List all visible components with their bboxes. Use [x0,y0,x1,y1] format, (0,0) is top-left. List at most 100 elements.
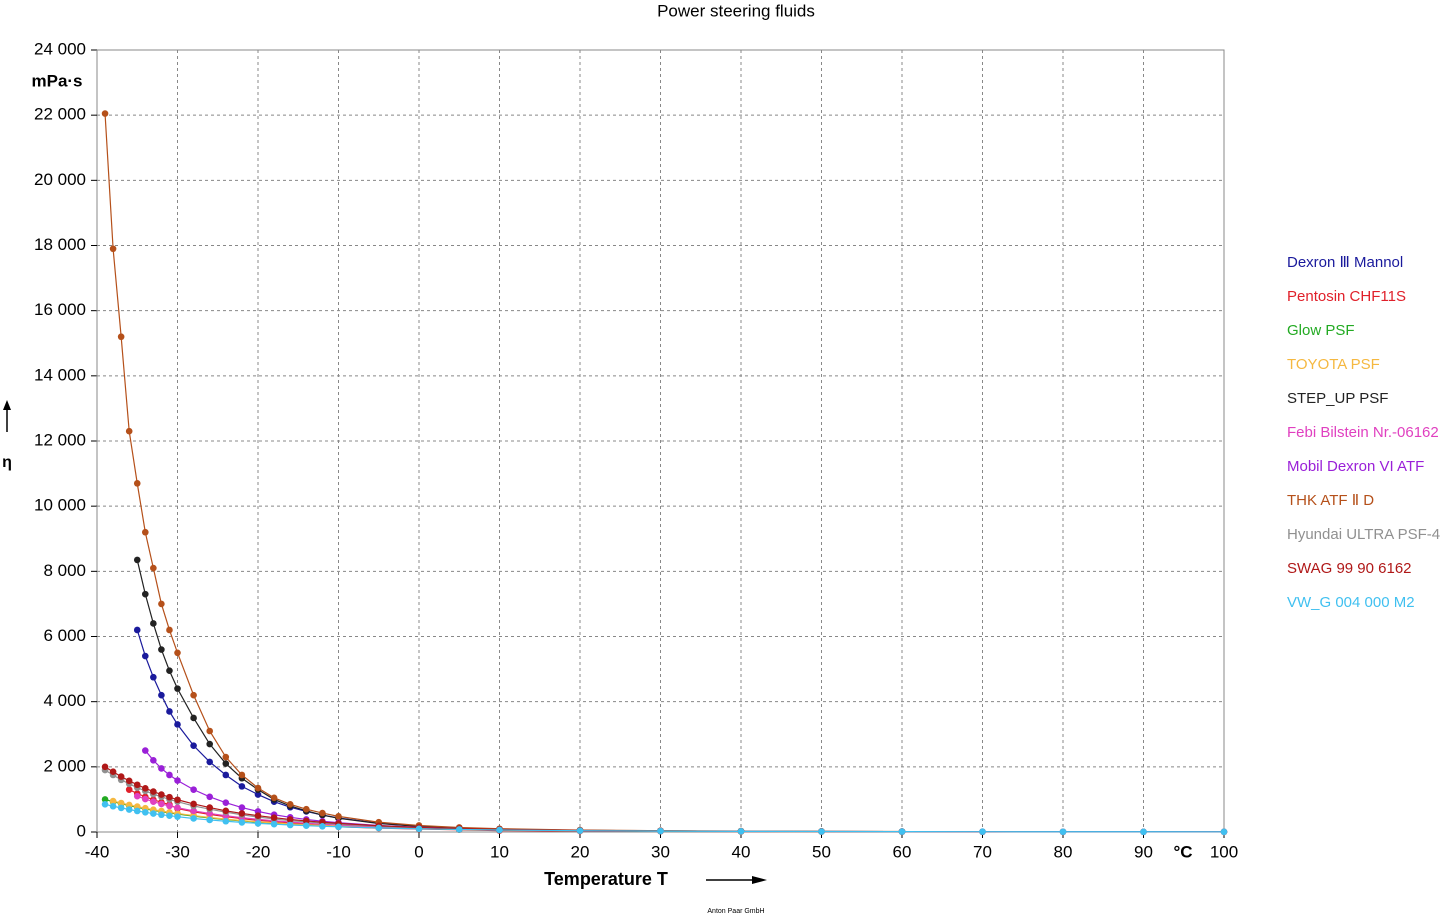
data-point [158,811,165,819]
data-point [117,799,125,807]
data-point [206,804,213,811]
y-tick-label: 18 000 [34,235,86,254]
x-tick-label: -20 [246,842,271,861]
x-tick-label: 90 [1134,842,1153,861]
data-point [303,805,310,813]
data-point [222,753,230,761]
data-point [125,777,133,785]
data-point [174,685,181,692]
x-arrow-head [752,876,767,884]
x-tick-label: 0 [414,842,423,861]
data-point [166,793,173,801]
legend-entry: VW_G 004 000 M2 [1287,594,1415,611]
data-point [238,804,246,811]
x-tick-label: -40 [85,842,110,861]
data-point [117,333,125,341]
data-point [109,768,117,776]
series [133,556,745,835]
data-point [158,765,165,772]
x-tick-label: 20 [571,842,590,861]
data-point [142,528,149,536]
data-point [158,646,165,653]
data-point [166,626,173,634]
data-point [190,714,197,722]
data-point [222,817,230,825]
data-point [158,791,165,798]
x-tick-label: 40 [732,842,751,861]
x-tick-label: -30 [165,842,190,861]
data-point [142,652,149,660]
y-tick-label: 16 000 [34,300,86,319]
chart-title: Power steering fluids [657,1,815,20]
data-point [496,826,503,834]
data-point [101,801,109,808]
y-tick-label: 12 000 [34,430,86,449]
x-tick-label: 30 [651,842,670,861]
data-point [190,807,197,815]
data-point [818,828,825,835]
data-point [222,771,230,779]
data-point [150,620,157,627]
data-point [109,797,117,805]
data-point [166,667,173,675]
data-point [150,757,157,764]
data-point [222,807,230,815]
data-point [142,808,149,816]
data-point [254,784,262,792]
data-point [319,822,326,830]
data-point [174,796,181,804]
series-line [136,629,1225,833]
data-point [125,427,133,435]
data-point [737,828,745,835]
data-point [270,794,278,802]
data-point [142,747,149,754]
series [101,801,1228,836]
data-point [125,806,133,813]
data-point [238,783,246,790]
data-point [109,245,117,253]
series [101,110,906,835]
data-point [125,786,133,793]
data-point [238,771,246,779]
data-point [101,763,109,771]
data-point [166,802,173,810]
data-point [1220,828,1228,836]
data-point [238,810,246,817]
y-tick-label: 10 000 [34,496,86,515]
data-point [576,827,584,834]
data-point [206,727,213,735]
data-point [142,590,149,598]
data-point [335,813,342,820]
data-point [190,786,197,793]
data-point [190,742,197,749]
data-point [190,691,197,699]
data-point [222,760,230,767]
data-point [455,826,463,833]
data-point [303,817,310,825]
legend-entry: Pentosin CHF11S [1287,288,1406,305]
data-point [1140,828,1147,836]
data-point [898,828,906,835]
data-point [254,812,262,820]
y-tick-label: 8 000 [43,561,86,580]
data-point [174,649,181,657]
data-point [101,796,109,803]
y-tick-label: 14 000 [34,365,86,384]
data-point [286,801,294,808]
series-line [136,559,742,832]
x-unit: °C [1173,842,1192,861]
data-point [125,801,133,809]
data-point [254,791,262,798]
data-point [166,771,173,779]
x-tick-label: 60 [893,842,912,861]
data-point [109,802,117,810]
data-point [657,827,664,835]
legend-entry: Dexron Ⅲ Mannol [1287,254,1403,271]
data-point [150,673,157,681]
y-tick-label: 2 000 [43,756,86,775]
data-point [979,828,986,836]
data-point [174,813,181,820]
data-point [375,824,383,832]
data-point [158,691,165,699]
data-point [101,110,109,117]
